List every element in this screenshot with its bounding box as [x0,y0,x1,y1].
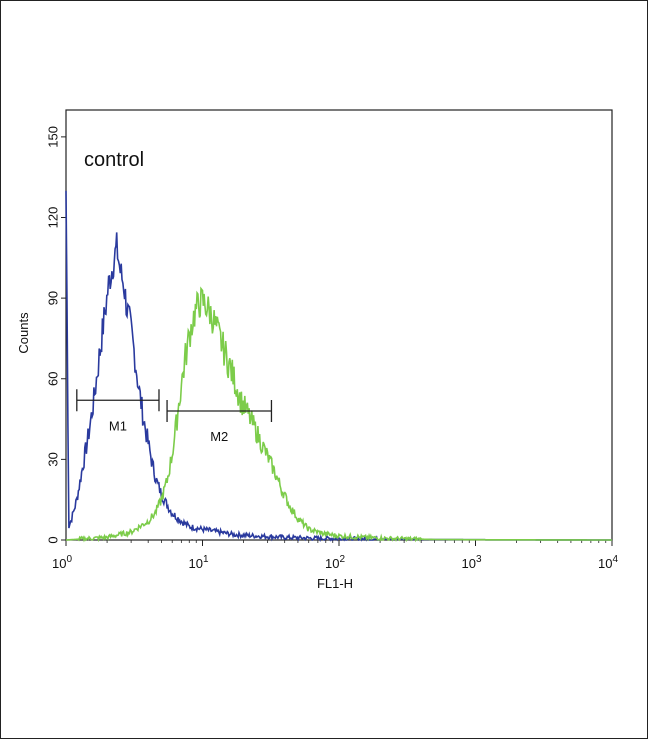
gate-label-m2: M2 [210,429,228,444]
x-axis: 100 101 102 103 104 [52,540,618,571]
annotation-control: control [84,149,144,171]
x-tick-label: 100 [52,554,72,571]
y-tick-label: 90 [45,291,60,305]
y-tick-label: 60 [45,372,60,386]
x-tick-label: 101 [188,554,208,571]
x-axis-title: FL1-H [317,576,353,591]
plot-area [65,109,613,541]
gate-markers: M1 M2 [76,389,273,444]
y-tick-label: 120 [45,207,60,229]
histogram-series [65,190,612,543]
y-tick-label: 150 [45,126,60,148]
y-tick-label: 30 [45,452,60,466]
x-tick-label: 103 [461,554,481,571]
series-line-2 [65,286,612,543]
y-axis: 0 30 60 90 120 150 [45,126,66,544]
x-tick-label: 102 [325,554,345,571]
y-tick-label: 0 [45,536,60,543]
gate-label-m1: M1 [109,418,127,433]
y-axis-title: Counts [16,312,31,354]
x-tick-label: 104 [598,554,618,571]
